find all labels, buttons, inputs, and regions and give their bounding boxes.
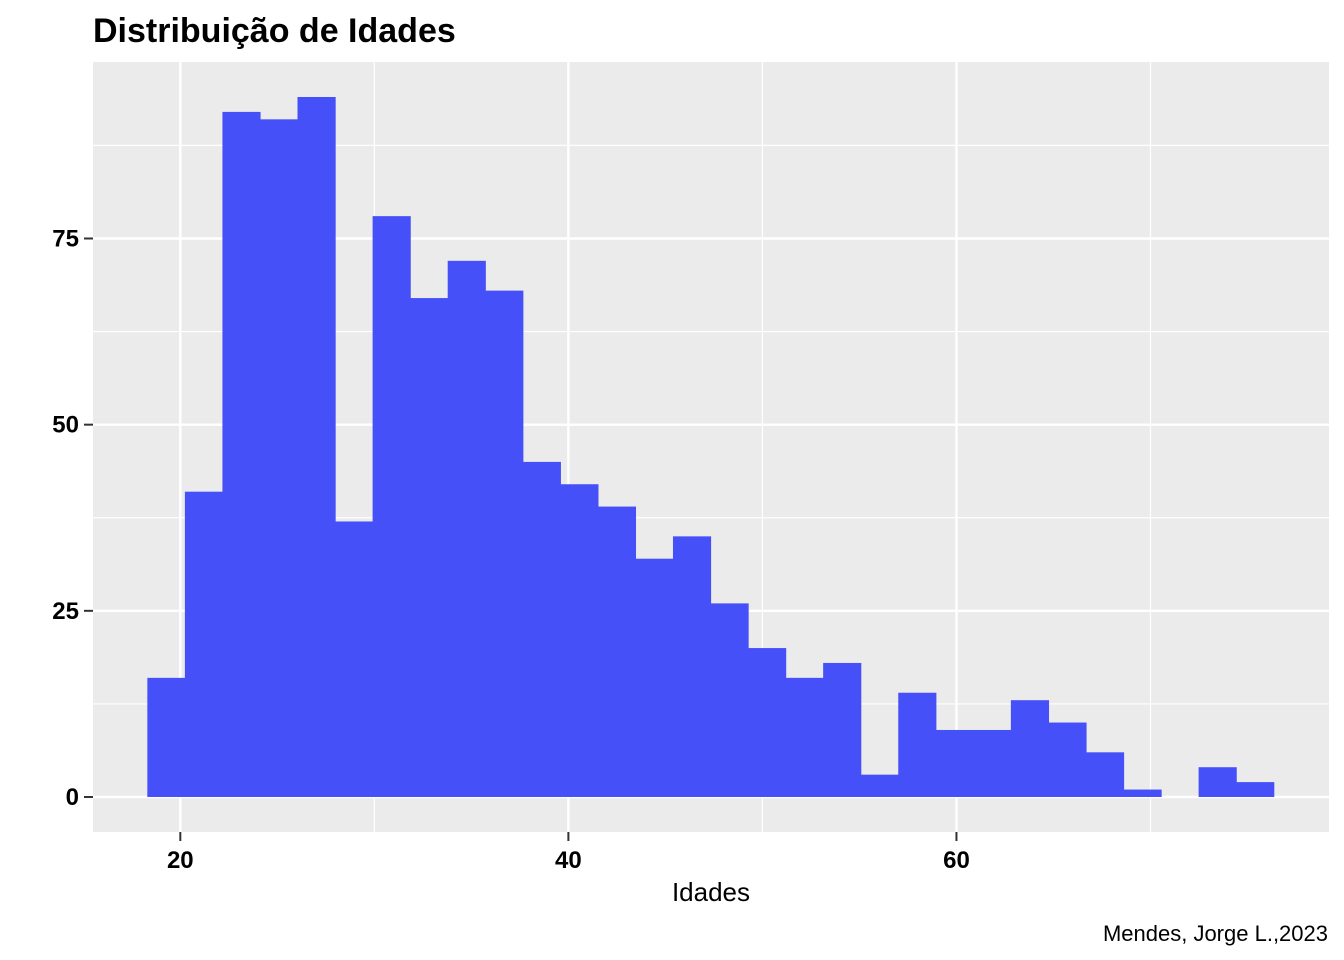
histogram-bar bbox=[635, 558, 674, 797]
chart-caption: Mendes, Jorge L.,2023 bbox=[1103, 921, 1328, 946]
histogram-bar bbox=[785, 677, 824, 797]
histogram-bar bbox=[1123, 789, 1162, 797]
histogram-bar bbox=[1198, 767, 1237, 797]
histogram-bar bbox=[710, 603, 749, 797]
histogram-bar bbox=[297, 97, 336, 797]
histogram-bar bbox=[748, 648, 787, 797]
histogram-bar bbox=[1085, 752, 1125, 797]
histogram-bar bbox=[447, 260, 486, 797]
histogram-bar bbox=[672, 536, 712, 797]
histogram-bar bbox=[372, 216, 411, 798]
histogram-bar bbox=[860, 774, 899, 797]
histogram-bars bbox=[147, 97, 1275, 798]
histogram-bar bbox=[335, 521, 374, 797]
histogram-bar bbox=[1236, 782, 1275, 797]
x-tick-label: 60 bbox=[943, 847, 970, 874]
x-axis-title: Idades bbox=[672, 877, 750, 907]
histogram-bar bbox=[1048, 722, 1087, 797]
histogram-bar bbox=[935, 729, 974, 797]
y-tick-label: 50 bbox=[52, 412, 79, 439]
histogram-bar bbox=[597, 506, 637, 797]
histogram-bar bbox=[410, 298, 449, 797]
histogram-bar bbox=[823, 662, 862, 797]
y-tick-label: 0 bbox=[66, 784, 79, 811]
y-tick-label: 75 bbox=[52, 225, 79, 252]
x-tick-label: 40 bbox=[555, 847, 582, 874]
histogram-bar bbox=[184, 491, 224, 797]
histogram-bar bbox=[485, 290, 524, 797]
y-axis: 0 25 50 75 bbox=[52, 225, 93, 811]
histogram-bar bbox=[1010, 700, 1050, 797]
histogram-bar bbox=[898, 692, 937, 797]
x-tick-label: 20 bbox=[167, 847, 194, 874]
histogram-bar bbox=[147, 677, 186, 797]
histogram-bar bbox=[259, 119, 299, 797]
histogram-bar bbox=[973, 729, 1012, 797]
histogram-bar bbox=[222, 111, 261, 797]
chart-title: Distribuição de Idades bbox=[93, 12, 456, 50]
y-tick-label: 25 bbox=[52, 598, 79, 625]
histogram-bar bbox=[522, 461, 561, 797]
histogram-bar bbox=[560, 484, 599, 797]
x-axis: 20 40 60 bbox=[167, 832, 970, 874]
